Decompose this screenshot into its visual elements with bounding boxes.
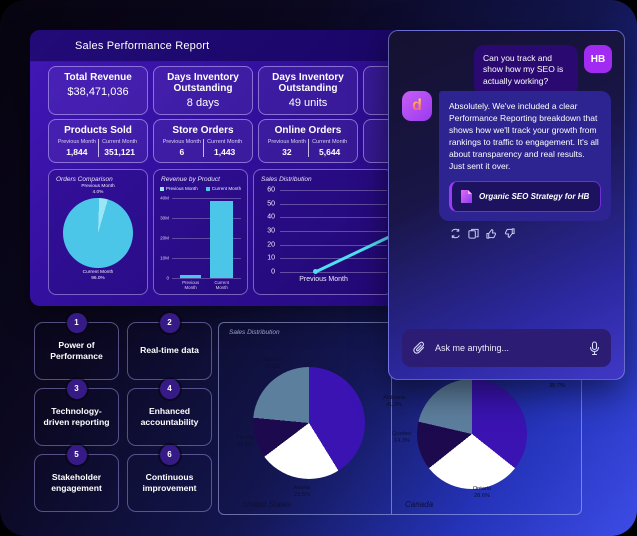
feature-continuous-improvement: 6 Continuous improvement [127,445,212,512]
dashboard-title: Sales Performance Report [75,39,210,52]
feature-number-badge: 5 [66,445,87,465]
chat-input-bar[interactable] [402,329,611,367]
orders-comparison-chart: Orders Comparison Previous Month 4.0% Cur… [48,169,148,295]
bar-previous-month [180,275,201,278]
regenerate-icon[interactable] [450,228,461,239]
canada-sales-pie [417,379,527,489]
region-label-united-states: United States [243,500,292,509]
chat-input[interactable] [435,343,580,353]
user-message-bubble: Can you track and show how my SEO is act… [474,45,578,96]
orders-comparison-pie [63,197,133,268]
sales-dashboard-panel: Sales Performance Report Total Revenue $… [30,30,402,306]
region-label-canada: Canada [405,500,434,509]
attachment-card[interactable]: Organic SEO Strategy for HB [449,181,601,213]
copy-icon[interactable] [468,228,479,239]
bar-legend: Previous Month Current Month [154,186,247,191]
feature-number-badge: 1 [66,313,87,333]
user-avatar: HB [584,45,612,73]
feature-list: 1 Power of Performance 2 Real-time data … [34,313,212,512]
mini-charts-row: Orders Comparison Previous Month 4.0% Cur… [30,163,402,295]
kpi-store-orders: Store Orders Previous Month 6 Current Mon… [153,119,253,163]
data-point-dot [313,269,319,274]
document-icon [461,190,472,204]
thumbs-up-icon[interactable] [486,228,497,239]
trend-line [280,190,387,272]
bar-plot: 40M 30M 20M 10M 0 Previous Month Current… [160,196,241,290]
legend-swatch [205,186,210,191]
feature-stakeholder-engagement: 5 Stakeholder engagement [34,445,119,512]
bar-current-month [209,201,234,278]
feature-real-time-data: 2 Real-time data [127,313,212,380]
chat-panel: Can you track and show how my SEO is act… [388,30,625,380]
kpi-row-1: Total Revenue $38,471,036 Days Inventory… [30,62,402,115]
paperclip-icon[interactable] [413,341,426,355]
thumbs-down-icon[interactable] [504,228,515,239]
sales-distribution-line-chart: Sales Distribution 60 50 40 30 20 10 0 P… [253,169,393,295]
x-axis-label: Previous Month [299,276,348,283]
legend-swatch [159,186,164,191]
bot-message-bubble: Absolutely. We've included a clear Perfo… [439,91,611,222]
message-actions [450,228,611,239]
feature-number-badge: 6 [159,445,180,465]
kpi-row-2: Products Sold Previous Month 1,844 Curren… [30,115,402,163]
feature-number-badge: 4 [159,379,180,399]
feature-enhanced-accountability: 4 Enhanced accountability [127,379,212,446]
sales-distribution-section: Sales Distribution Missouri 23.5% Alabama… [218,322,582,515]
user-message-row: Can you track and show how my SEO is act… [474,45,612,96]
feature-power-of-performance: 1 Power of Performance [34,313,119,380]
section-divider [391,323,392,514]
kpi-total-revenue: Total Revenue $38,471,036 [48,66,148,115]
us-sales-pie [253,367,365,479]
feature-number-badge: 2 [159,313,180,333]
kpi-days-inventory-1: Days Inventory Outstanding 8 days [153,66,253,115]
section-title: Sales Distribution [229,329,280,336]
kpi-products-sold: Products Sold Previous Month 1,844 Curren… [48,119,148,163]
pie-label-current: Current Month 96.0% [82,269,114,281]
bot-message-row: d Absolutely. We've included a clear Per… [402,91,611,239]
kpi-days-inventory-2: Days Inventory Outstanding 49 units [258,66,358,115]
bot-avatar: d [402,91,432,121]
dashboard-title-bar: Sales Performance Report [30,30,402,62]
mic-icon[interactable] [589,340,600,356]
feature-technology-driven-reporting: 3 Technology-driven reporting [34,379,119,446]
pie-label-previous: Previous Month 4.0% [81,184,115,195]
feature-number-badge: 3 [66,379,87,399]
kpi-online-orders: Online Orders Previous Month 32 Current M… [258,119,358,163]
line-plot: 60 50 40 30 20 10 0 Previous Month [267,187,387,283]
revenue-by-product-chart: Revenue by Product Previous Month Curren… [153,169,248,295]
